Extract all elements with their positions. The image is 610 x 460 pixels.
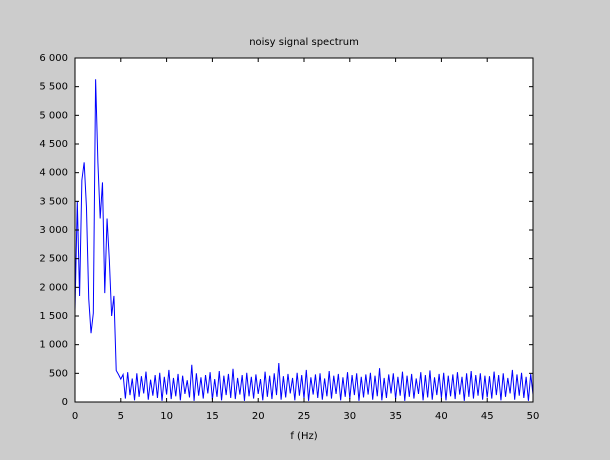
x-tick-label: 35 (389, 411, 402, 422)
y-tick-label: 2 000 (39, 282, 68, 293)
y-tick-label: 4 500 (39, 139, 68, 150)
y-tick-label: 3 000 (39, 225, 68, 236)
chart-title: noisy signal spectrum (249, 37, 359, 48)
y-tick-label: 1 000 (39, 340, 68, 351)
y-tick-label: 0 (62, 397, 68, 408)
x-tick-label: 40 (435, 411, 448, 422)
y-tick-label: 5 000 (39, 110, 68, 121)
y-tick-label: 2 500 (39, 254, 68, 265)
x-tick-label: 15 (206, 411, 219, 422)
x-tick-label: 0 (72, 411, 78, 422)
x-tick-label: 30 (343, 411, 356, 422)
y-tick-label: 3 500 (39, 196, 68, 207)
y-tick-label: 6 000 (39, 53, 68, 64)
x-tick-label: 50 (527, 411, 540, 422)
y-tick-label: 5 500 (39, 82, 68, 93)
x-tick-label: 45 (481, 411, 494, 422)
plot-area (75, 58, 533, 402)
y-tick-label: 1 500 (39, 311, 68, 322)
x-tick-label: 10 (160, 411, 173, 422)
x-tick-label: 5 (118, 411, 124, 422)
x-tick-label: 20 (252, 411, 265, 422)
x-tick-label: 25 (298, 411, 311, 422)
x-axis-label: f (Hz) (290, 431, 317, 442)
y-tick-label: 500 (49, 368, 68, 379)
y-tick-label: 4 000 (39, 168, 68, 179)
